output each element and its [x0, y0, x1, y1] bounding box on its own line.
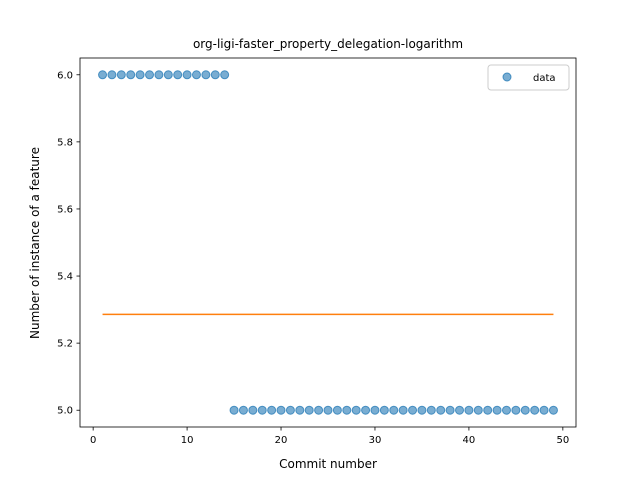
data-point — [530, 405, 540, 415]
legend-box — [487, 64, 570, 91]
data-point — [389, 405, 399, 415]
data-point — [248, 405, 258, 415]
chart-title: org-ligi-faster_property_delegation-loga… — [193, 37, 463, 51]
data-point — [126, 70, 136, 80]
data-point — [379, 405, 389, 415]
data-point — [511, 405, 521, 415]
x-tick-label: 0 — [90, 435, 96, 446]
data-point — [492, 405, 502, 415]
data-point — [229, 405, 239, 415]
data-point — [182, 70, 192, 80]
axes-frame — [79, 57, 577, 428]
data-point — [520, 405, 530, 415]
data-point — [135, 70, 145, 80]
data-point — [276, 405, 286, 415]
data-point — [116, 70, 126, 80]
data-point — [445, 405, 455, 415]
data-point — [501, 405, 511, 415]
x-tick-label: 40 — [463, 435, 476, 446]
data-point — [464, 405, 474, 415]
data-point — [295, 405, 305, 415]
data-point — [220, 70, 230, 80]
data-point — [342, 405, 352, 415]
data-point — [145, 70, 155, 80]
y-tick-label: 5.4 — [57, 272, 73, 283]
data-point — [323, 405, 333, 415]
data-point — [436, 405, 446, 415]
data-point — [314, 405, 324, 415]
data-point — [210, 70, 220, 80]
data-point — [201, 70, 211, 80]
data-point — [351, 405, 361, 415]
y-tick-label: 5.6 — [57, 204, 73, 215]
data-point — [361, 405, 371, 415]
legend-label: data — [533, 73, 556, 84]
data-point — [238, 405, 248, 415]
data-point — [304, 405, 314, 415]
data-point — [426, 405, 436, 415]
data-point — [408, 405, 418, 415]
data-point — [332, 405, 342, 415]
y-tick-label: 5.0 — [57, 406, 73, 417]
axes: 0 10 20 30 40 50 5.0 5.2 5.4 5.6 5.8 6.0 — [57, 57, 577, 446]
data-point — [154, 70, 164, 80]
y-axis-title: Number of instance of a feature — [28, 147, 42, 339]
data-point — [107, 70, 117, 80]
data-point — [98, 70, 108, 80]
y-tick-label: 5.2 — [57, 339, 73, 350]
data-point — [539, 405, 549, 415]
data-point — [191, 70, 201, 80]
data-point — [483, 405, 493, 415]
data-point — [417, 405, 427, 415]
legend: data — [487, 64, 570, 91]
data-point — [370, 405, 380, 415]
data-point — [173, 70, 183, 80]
data-point — [257, 405, 267, 415]
y-tick-label: 6.0 — [57, 70, 73, 81]
data-point — [285, 405, 295, 415]
y-tick-label: 5.8 — [57, 137, 73, 148]
data-point — [455, 405, 465, 415]
data-point — [267, 405, 277, 415]
plot-area — [98, 70, 558, 415]
data-point — [548, 405, 558, 415]
x-tick-label: 20 — [275, 435, 288, 446]
x-tick-label: 30 — [369, 435, 382, 446]
x-tick-label: 10 — [181, 435, 194, 446]
data-point — [163, 70, 173, 80]
x-axis-title: Commit number — [279, 457, 377, 471]
data-point — [473, 405, 483, 415]
x-tick-label: 50 — [556, 435, 569, 446]
data-point — [398, 405, 408, 415]
legend-marker — [502, 72, 512, 82]
